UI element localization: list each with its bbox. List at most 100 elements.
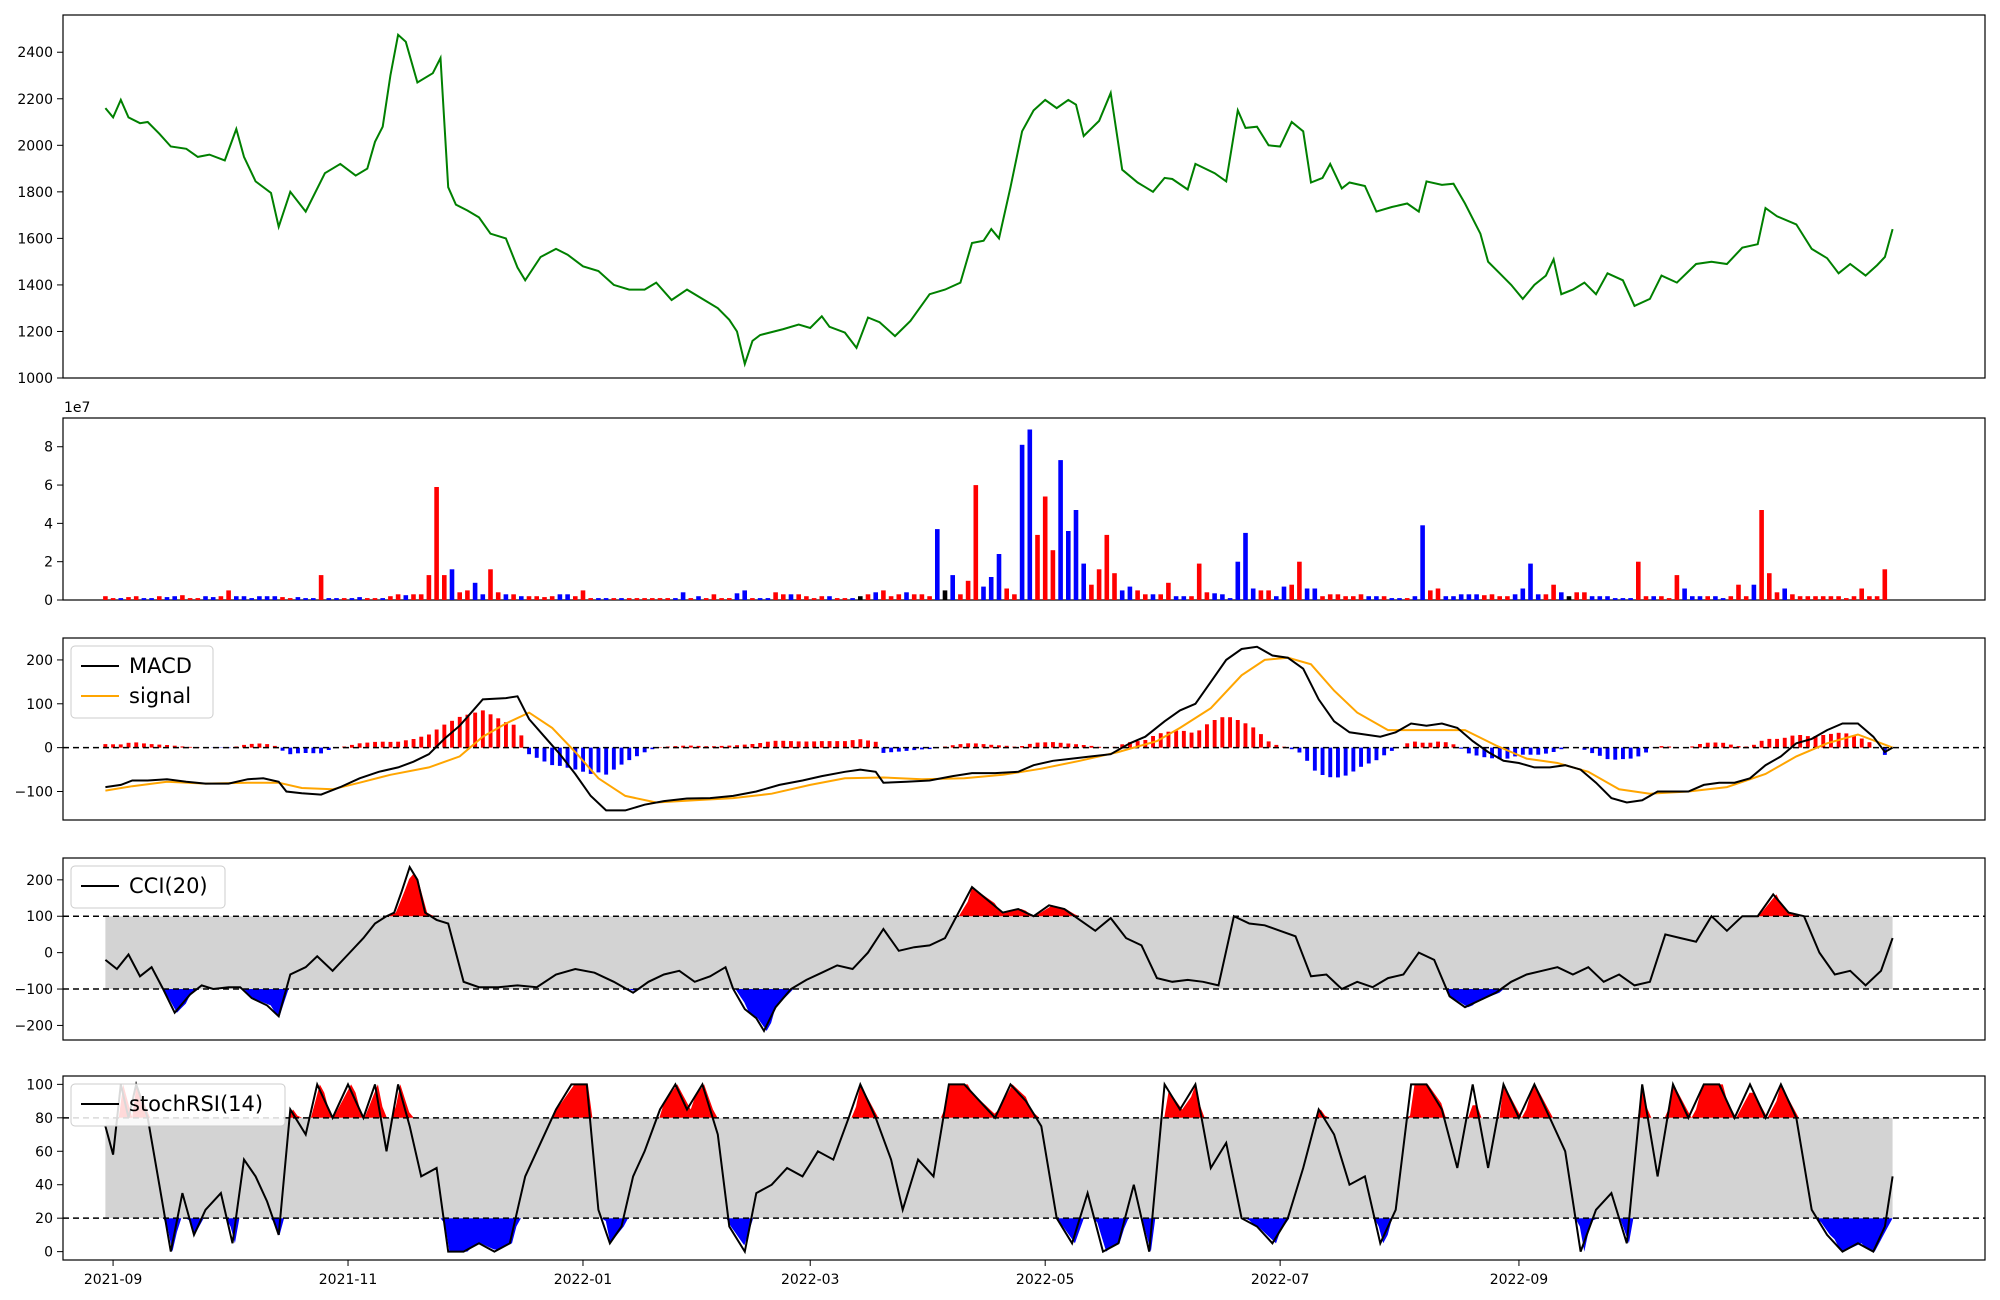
macd-histogram-bar (388, 741, 393, 748)
volume-bar (172, 596, 177, 600)
macd-histogram-bar (1405, 743, 1410, 748)
volume-bar (488, 569, 493, 600)
macd-histogram-bar (1621, 747, 1625, 760)
volume-bar (927, 596, 932, 600)
macd-histogram-bar (596, 747, 601, 773)
volume-bar (1004, 588, 1009, 600)
volume-bar (1181, 596, 1187, 600)
macd-histogram-bar (1459, 747, 1464, 749)
macd-histogram-bar (642, 747, 647, 753)
macd-histogram-bar (1382, 747, 1387, 756)
volume-bar (1743, 596, 1749, 600)
volume-bar (1682, 588, 1687, 600)
macd-histogram-bar (157, 744, 162, 748)
macd-histogram-bar (1728, 744, 1733, 748)
macd-histogram-bar (1451, 744, 1456, 748)
volume-bar (303, 598, 308, 600)
volume-bar (819, 596, 825, 600)
cci-legend-label: CCI(20) (129, 874, 208, 898)
stochrsi-ytick-label: 100 (26, 1077, 53, 1093)
volume-bar (519, 596, 524, 600)
volume-bar (457, 592, 462, 600)
macd-histogram-bar (604, 747, 609, 775)
volume-bar (311, 598, 316, 600)
volume-bar (1805, 596, 1811, 600)
macd-histogram-bar (1174, 730, 1179, 748)
macd-histogram-bar (1644, 747, 1648, 753)
volume-bar (1081, 563, 1086, 600)
macd-histogram-bar (1274, 744, 1279, 748)
volume-bar (911, 594, 917, 600)
macd-histogram-bar (1235, 720, 1240, 748)
volume-bar (1150, 594, 1156, 600)
volume-bar (642, 598, 647, 600)
macd-histogram-bar (858, 739, 863, 748)
volume-bar (187, 598, 193, 600)
macd-histogram-bar (1482, 747, 1487, 758)
volume-bar (1381, 596, 1387, 600)
macd-histogram-bar (473, 712, 478, 748)
macd-histogram-bar (1821, 735, 1826, 748)
volume-bar (958, 594, 963, 600)
volume-bar (1628, 598, 1633, 600)
price-frame (62, 14, 1986, 379)
volume-bar (1443, 596, 1449, 600)
volume-bar (1874, 596, 1880, 600)
volume-bar (1574, 592, 1579, 600)
volume-bar (827, 596, 832, 600)
volume-ytick-label: 4 (44, 516, 53, 532)
macd-histogram-bar (1228, 717, 1232, 748)
volume-bar (326, 598, 332, 600)
volume-bar (1466, 594, 1472, 600)
volume-bar (1512, 594, 1518, 600)
macd-histogram-bar (804, 741, 809, 748)
volume-bar (634, 598, 640, 600)
macd-histogram-bar (1813, 736, 1818, 748)
volume-bar (295, 597, 301, 600)
macd-histogram-bar (1698, 744, 1702, 748)
volume-bar (1196, 563, 1202, 600)
volume-bar (1366, 596, 1371, 600)
volume-bar (719, 598, 724, 600)
volume-bar (904, 592, 909, 600)
volume-ytick-label: 0 (44, 593, 53, 609)
macd-histogram-bar (1497, 747, 1502, 760)
macd-histogram-bar (1320, 747, 1325, 775)
macd-histogram-bar (419, 736, 424, 748)
volume-bar (1143, 594, 1148, 600)
volume-bar (1566, 596, 1572, 600)
macd-histogram-bar (1443, 742, 1448, 748)
volume-bar (1204, 592, 1210, 600)
macd-histogram-bar (1259, 734, 1263, 748)
volume-bar (804, 596, 809, 600)
macd-histogram-bar (519, 735, 524, 748)
macd-histogram-bar (1004, 745, 1009, 748)
macd-histogram-bar (873, 741, 878, 748)
macd-histogram-bar (1528, 747, 1533, 755)
macd-histogram-bar (1097, 746, 1102, 748)
macd-histogram-bar (1328, 747, 1333, 778)
macd-histogram-bar (1852, 735, 1856, 748)
macd-histogram-bar (1312, 747, 1317, 771)
stochrsi-ytick-label: 60 (35, 1144, 53, 1160)
volume-bar (1173, 596, 1179, 600)
x-tick-label: 2022-05 (1016, 1272, 1075, 1288)
macd-ytick-label: −100 (15, 784, 53, 800)
macd-histogram-bar (450, 720, 454, 748)
macd-histogram-bar (1767, 738, 1772, 748)
cci-panel: −200 −100 0 100 200 CCI(20) (15, 857, 1986, 1041)
volume-bar (180, 595, 185, 600)
macd-histogram-bar (1189, 732, 1194, 748)
volume-bar (796, 594, 801, 600)
volume-bar (1751, 584, 1757, 600)
volume-bar (1166, 582, 1171, 600)
macd-histogram-bar (1551, 747, 1556, 752)
macd-histogram-bar (111, 744, 115, 748)
macd-histogram-bar (588, 747, 593, 774)
volume-bar (1767, 573, 1772, 600)
macd-histogram-bar (735, 745, 739, 748)
volume-bar (1428, 590, 1433, 600)
macd-histogram-bar (920, 747, 924, 750)
